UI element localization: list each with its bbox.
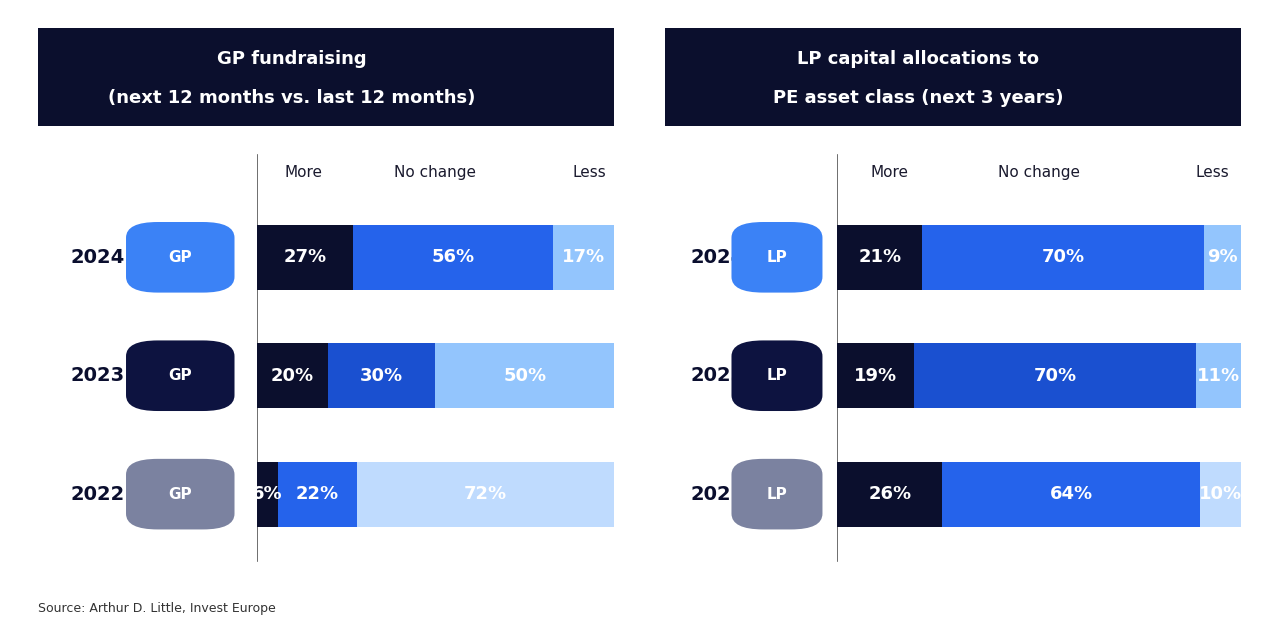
Bar xyxy=(1204,225,1241,290)
Text: 2023: 2023 xyxy=(71,366,125,385)
Text: No change: No change xyxy=(395,165,476,180)
Text: 27%: 27% xyxy=(284,248,327,266)
Text: 2024: 2024 xyxy=(690,248,744,267)
Text: 11%: 11% xyxy=(1196,367,1241,385)
Text: GP: GP xyxy=(168,487,192,502)
Bar xyxy=(838,343,914,408)
Text: 2022: 2022 xyxy=(690,485,744,504)
Text: 2024: 2024 xyxy=(71,248,125,267)
Bar xyxy=(914,343,1196,408)
Text: 2023: 2023 xyxy=(690,366,744,385)
Text: 6%: 6% xyxy=(252,485,282,503)
Text: More: More xyxy=(285,165,323,180)
Bar xyxy=(257,225,353,290)
Bar xyxy=(357,462,614,527)
Text: LP capital allocations to: LP capital allocations to xyxy=(798,50,1039,68)
Text: 64%: 64% xyxy=(1050,485,1093,503)
Text: GP: GP xyxy=(168,368,192,383)
Text: 70%: 70% xyxy=(1042,248,1085,266)
Bar xyxy=(1200,462,1241,527)
Text: More: More xyxy=(871,165,909,180)
Bar xyxy=(838,225,922,290)
Text: 22%: 22% xyxy=(296,485,339,503)
Bar xyxy=(553,225,614,290)
Text: 17%: 17% xyxy=(562,248,605,266)
Text: Less: Less xyxy=(1195,165,1229,180)
Text: LP: LP xyxy=(767,487,787,502)
Text: 30%: 30% xyxy=(361,367,404,385)
Text: 9%: 9% xyxy=(1208,248,1238,266)
Text: Less: Less xyxy=(572,165,606,180)
Text: 21%: 21% xyxy=(858,248,901,266)
Text: GP fundraising: GP fundraising xyxy=(216,50,366,68)
Bar xyxy=(1196,343,1241,408)
Text: 72%: 72% xyxy=(463,485,506,503)
Text: 26%: 26% xyxy=(868,485,912,503)
Text: 56%: 56% xyxy=(432,248,475,266)
Text: 2022: 2022 xyxy=(71,485,125,504)
Text: 20%: 20% xyxy=(271,367,314,385)
Text: 19%: 19% xyxy=(855,367,898,385)
Text: 70%: 70% xyxy=(1033,367,1077,385)
Text: PE asset class (next 3 years): PE asset class (next 3 years) xyxy=(772,89,1063,107)
Text: LP: LP xyxy=(767,250,787,265)
Bar xyxy=(942,462,1200,527)
Text: No change: No change xyxy=(998,165,1080,180)
Text: GP: GP xyxy=(168,250,192,265)
Text: 50%: 50% xyxy=(503,367,547,385)
Bar xyxy=(257,343,328,408)
Text: LP: LP xyxy=(767,368,787,383)
Text: 10%: 10% xyxy=(1199,485,1242,503)
Text: (next 12 months vs. last 12 months): (next 12 months vs. last 12 months) xyxy=(108,89,475,107)
Bar xyxy=(436,343,614,408)
Bar xyxy=(353,225,553,290)
Bar xyxy=(838,462,942,527)
Bar xyxy=(257,462,279,527)
Text: Source: Arthur D. Little, Invest Europe: Source: Arthur D. Little, Invest Europe xyxy=(38,602,276,615)
Bar xyxy=(279,462,357,527)
Bar xyxy=(922,225,1204,290)
Bar xyxy=(328,343,436,408)
